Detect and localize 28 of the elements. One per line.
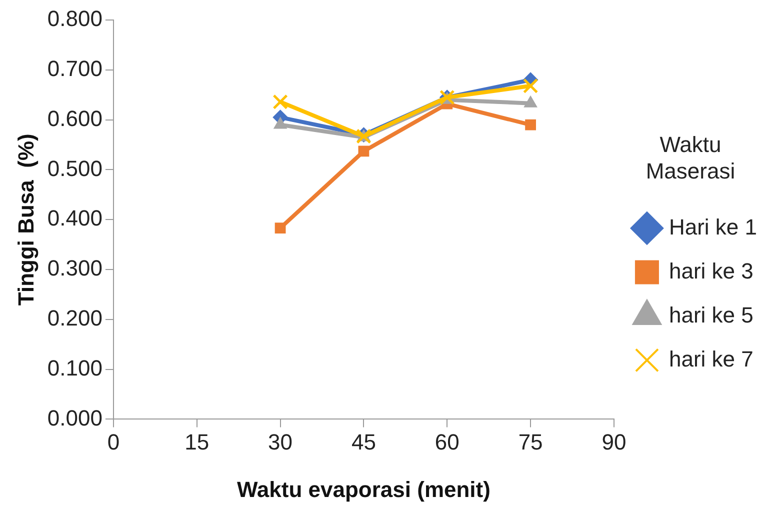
y-tick-label: 0.700 — [47, 56, 102, 81]
x-tick-label: 45 — [351, 429, 376, 454]
y-tick-label: 0.400 — [47, 206, 102, 231]
x-axis-title: Waktu evaporasi (menit) — [236, 476, 490, 502]
x-tick-label: 75 — [518, 429, 543, 454]
x-tick-label: 15 — [184, 429, 210, 454]
point — [358, 146, 370, 157]
y-tick-label: 0.800 — [47, 6, 102, 32]
point — [525, 119, 536, 130]
y-tick-label: 0.500 — [47, 156, 102, 181]
y-tick-label: 0.600 — [47, 106, 102, 131]
point — [522, 78, 538, 94]
y-tick-label: 0.300 — [47, 256, 102, 281]
legend-label: Hari ke 1 — [668, 214, 758, 240]
y-axis-title: Tinggi Busa (%) — [13, 134, 38, 306]
x-tick-label: 60 — [434, 429, 460, 454]
legend-label: hari ke 5 — [668, 302, 754, 328]
legend-label: hari ke 7 — [668, 346, 754, 372]
point — [274, 222, 286, 234]
x-tick-label: 90 — [602, 429, 626, 454]
x-tick-label: 30 — [268, 429, 293, 454]
point — [272, 94, 288, 110]
y-tick-label: 0.000 — [47, 405, 102, 430]
legend-title: Waktu Maserasi — [646, 132, 736, 184]
y-tick-label: 0.100 — [47, 355, 102, 380]
x-tick-label: 0 — [107, 429, 120, 454]
legend-label: hari ke 3 — [668, 258, 754, 284]
y-tick-label: 0.200 — [47, 305, 102, 330]
